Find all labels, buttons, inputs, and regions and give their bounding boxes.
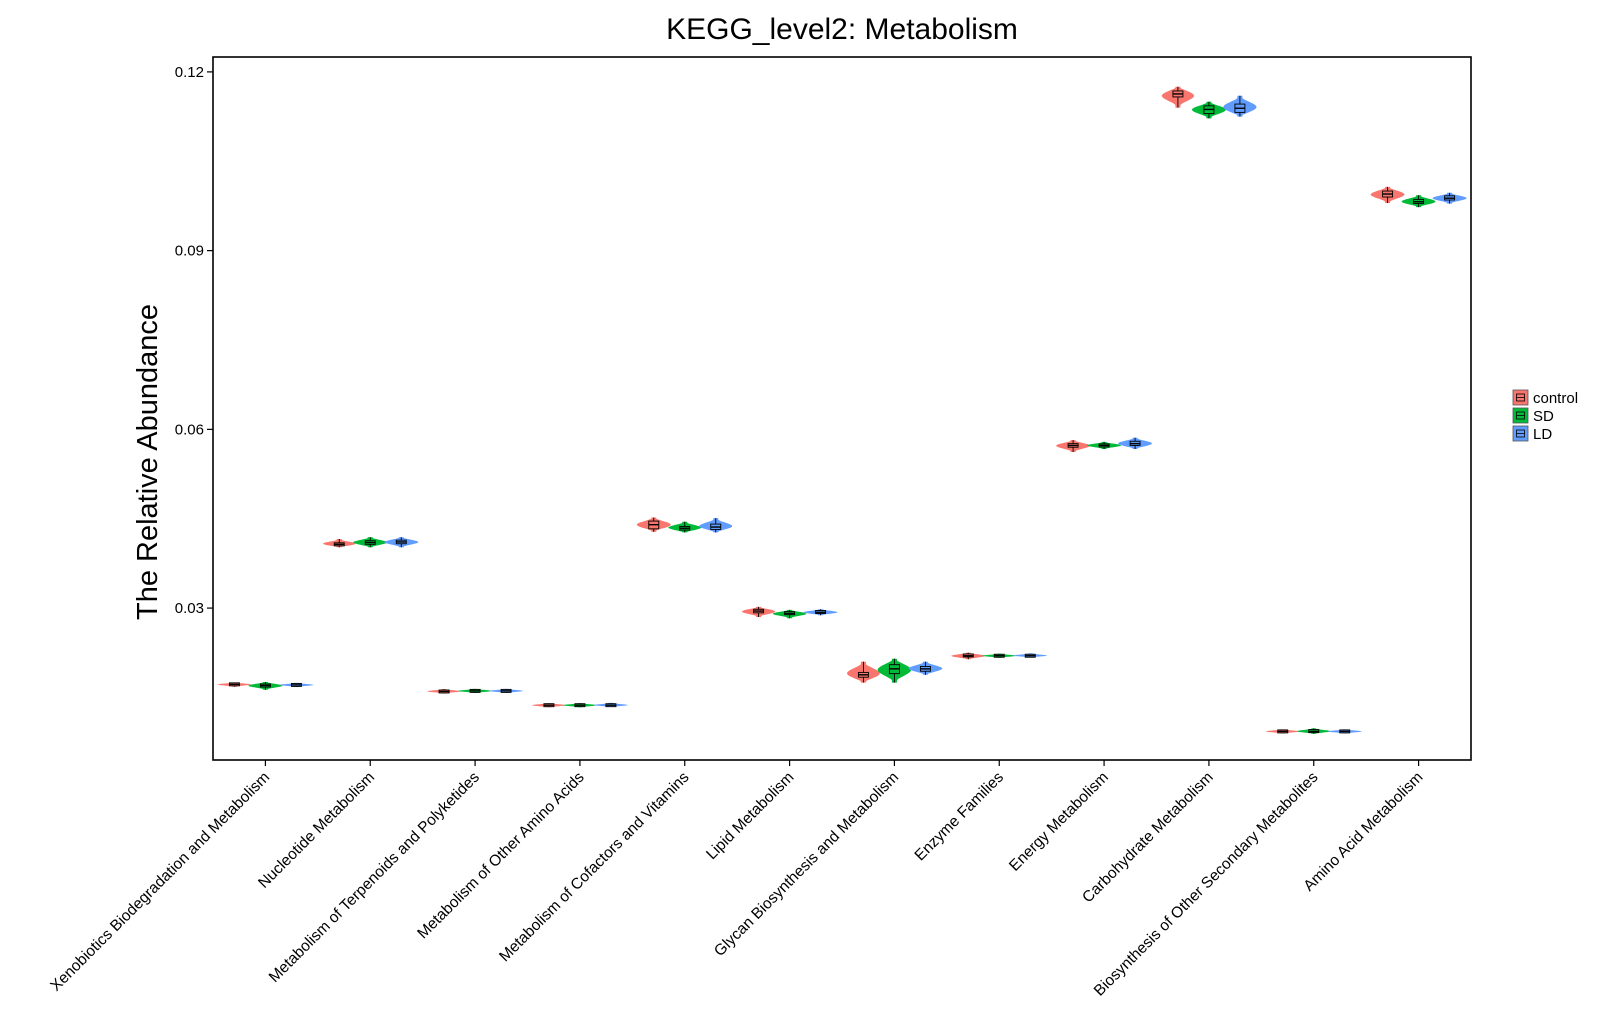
y-axis-label: The Relative Abundance (132, 304, 164, 620)
legend-label-SD: SD (1533, 408, 1554, 425)
x-category-label: Enzyme Families (912, 769, 1008, 865)
plot-panel (212, 56, 1472, 761)
x-category-label: Metabolism of Terpenoids and Polyketides (266, 769, 483, 986)
y-tick-label: 0.06 (175, 421, 204, 438)
x-category-label: Nucleotide Metabolism (255, 769, 378, 892)
y-tick-label: 0.03 (175, 600, 204, 617)
x-category-label: Glycan Biosynthesis and Metabolism (711, 769, 902, 960)
x-category-label: Metabolism of Cofactors and Vitamins (496, 769, 693, 966)
y-tick-label: 0.12 (175, 64, 204, 81)
x-category-label: Lipid Metabolism (703, 769, 797, 863)
x-category-label: Metabolism of Other Amino Acids (414, 769, 588, 943)
x-category-label: Biosynthesis of Other Secondary Metaboli… (1091, 769, 1322, 1000)
x-category-label: Energy Metabolism (1006, 769, 1112, 875)
y-tick-label: 0.09 (175, 243, 204, 260)
legend-label-LD: LD (1533, 426, 1552, 443)
x-category-label: Xenobiotics Biodegradation and Metabolis… (47, 769, 273, 995)
x-axis-ticks: Xenobiotics Biodegradation and Metabolis… (47, 760, 1426, 1000)
legend-label-control: control (1533, 390, 1578, 407)
chart-title: KEGG_level2: Metabolism (666, 13, 1018, 46)
violin-marks (217, 86, 1467, 734)
y-axis-ticks: 0.03 0.06 0.09 0.12 (175, 64, 213, 617)
x-category-label: Amino Acid Metabolism (1300, 769, 1426, 895)
